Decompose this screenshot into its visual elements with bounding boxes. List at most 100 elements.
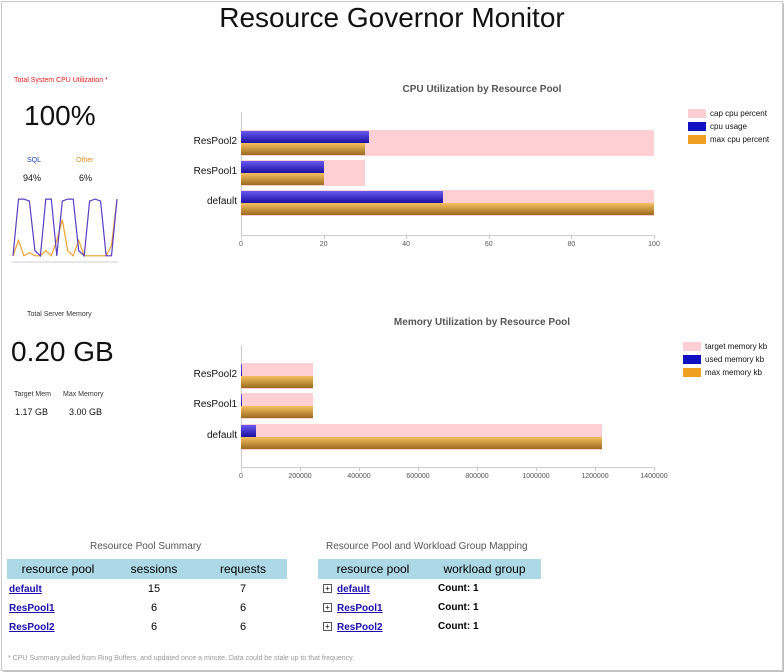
memory-chart-title: Memory Utilization by Resource Pool [393, 317, 571, 328]
x-tick-mark [323, 235, 325, 239]
pool-link-respool2[interactable]: ResPool2 [9, 621, 55, 633]
legend-max-cpu: max cpu percent [688, 133, 769, 146]
requests-cell: 6 [239, 601, 247, 614]
legend-used-memory: used memory kb [683, 353, 767, 366]
usage-bar [241, 161, 324, 173]
mapping-link-respool2[interactable]: ResPool2 [337, 621, 383, 633]
expand-icon[interactable]: + [323, 622, 332, 632]
workload-count: Count: 1 [438, 583, 479, 594]
legend-cap-cpu: cap cpu percent [688, 107, 769, 120]
x-tick-label: 1200000 [581, 473, 609, 480]
x-tick-label: 1000000 [522, 473, 550, 480]
mapping-link-default[interactable]: default [337, 583, 370, 595]
summary-title: Resource Pool Summary [90, 541, 202, 552]
x-tick-label: 200000 [288, 473, 312, 480]
legend-swatch [683, 355, 701, 364]
sql-label: SQL [27, 157, 42, 164]
mapping-header-row: resource pool workload group [318, 559, 541, 579]
memory-chart-legend: target memory kb used memory kb max memo… [683, 340, 767, 379]
target-mem-label: Target Mem [14, 391, 51, 398]
max-bar [241, 376, 314, 388]
mapping-link-respool1[interactable]: ResPool1 [337, 602, 383, 614]
x-tick-label: 1400000 [640, 473, 668, 480]
pool-link-respool1[interactable]: ResPool1 [9, 602, 55, 614]
x-tick-label: 40 [402, 241, 411, 248]
category-label: ResPool2 [193, 136, 237, 147]
mapping-title: Resource Pool and Workload Group Mapping [326, 541, 528, 552]
x-tick-label: 0 [239, 473, 243, 480]
x-tick-mark [654, 235, 655, 239]
sql-cpu-line [12, 198, 118, 258]
x-tick-mark [418, 467, 419, 471]
other-cpu-line [12, 199, 118, 257]
usage-bar [241, 425, 256, 437]
category-label: ResPool1 [193, 399, 237, 410]
category-label: default [206, 196, 237, 207]
max-bar [241, 173, 324, 185]
other-label: Other [76, 157, 94, 164]
summary-header-row: resource pool sessions requests [7, 559, 287, 579]
legend-swatch [688, 135, 706, 144]
expand-icon[interactable]: + [323, 603, 332, 613]
table-row: + ResPool1 Count: 1 [318, 598, 541, 617]
legend-swatch [683, 368, 701, 377]
cpu-sparkline [12, 198, 118, 263]
max-bar [241, 203, 654, 215]
x-tick-mark [595, 467, 596, 471]
legend-max-memory: max memory kb [683, 366, 767, 379]
usage-bar [241, 191, 444, 203]
cpu-chart-title: CPU Utilization by Resource Pool [402, 84, 562, 95]
sessions-cell: 15 [147, 582, 161, 595]
max-bar [241, 406, 314, 418]
legend-cpu-usage: cpu usage [688, 120, 769, 133]
legend-target-memory: target memory kb [683, 340, 767, 353]
table-row: + ResPool2 Count: 1 [318, 617, 541, 636]
x-axis-line [241, 235, 654, 236]
category-label: ResPool1 [193, 166, 237, 177]
x-tick-label: 400000 [347, 473, 371, 480]
server-memory-label: Total Server Memory [27, 311, 92, 318]
sessions-cell: 6 [150, 601, 158, 614]
workload-count: Count: 1 [438, 602, 479, 613]
server-memory-value: 0.20 GB [11, 336, 114, 367]
x-tick-mark [300, 467, 301, 471]
cpu-utilization-value: 100% [24, 100, 96, 131]
expand-icon[interactable]: + [323, 584, 332, 594]
cpu-utilization-label: Total System CPU Utilization * [14, 77, 108, 84]
legend-swatch [688, 122, 706, 131]
header-resource-pool: resource pool [318, 559, 428, 579]
x-tick-mark [536, 467, 537, 471]
table-row: default 15 7 [7, 579, 287, 598]
x-tick-mark [241, 235, 242, 239]
x-tick-label: 20 [319, 241, 328, 248]
pool-link-default[interactable]: default [9, 583, 42, 595]
x-tick-mark [571, 235, 573, 239]
table-row: + default Count: 1 [318, 579, 541, 598]
usage-bar [241, 364, 242, 376]
x-tick-label: 600000 [406, 473, 430, 480]
header-workload-group: workload group [428, 559, 541, 579]
header-resource-pool: resource pool [7, 559, 109, 579]
x-tick-label: 100 [648, 241, 660, 248]
category-label: ResPool2 [193, 369, 237, 380]
x-tick-label: 80 [567, 241, 576, 248]
x-tick-mark [488, 235, 490, 239]
x-tick-label: 800000 [465, 473, 489, 480]
max-memory-value: 3.00 GB [69, 407, 103, 417]
x-tick-mark [406, 235, 408, 239]
x-tick-label: 60 [484, 241, 493, 248]
legend-swatch [688, 109, 706, 118]
table-row: ResPool2 6 6 [7, 617, 287, 636]
requests-cell: 7 [239, 582, 247, 595]
cpu-chart-legend: cap cpu percent cpu usage max cpu percen… [688, 107, 769, 146]
usage-bar [241, 131, 370, 143]
header-sessions: sessions [109, 559, 199, 579]
x-tick-label: 0 [239, 241, 243, 248]
summary-table: resource pool sessions requests default … [7, 559, 287, 636]
mapping-table: resource pool workload group + default Co… [318, 559, 541, 636]
other-value: 6% [79, 173, 93, 183]
x-tick-mark [241, 467, 242, 471]
x-tick-mark [477, 467, 478, 471]
legend-swatch [683, 342, 701, 351]
